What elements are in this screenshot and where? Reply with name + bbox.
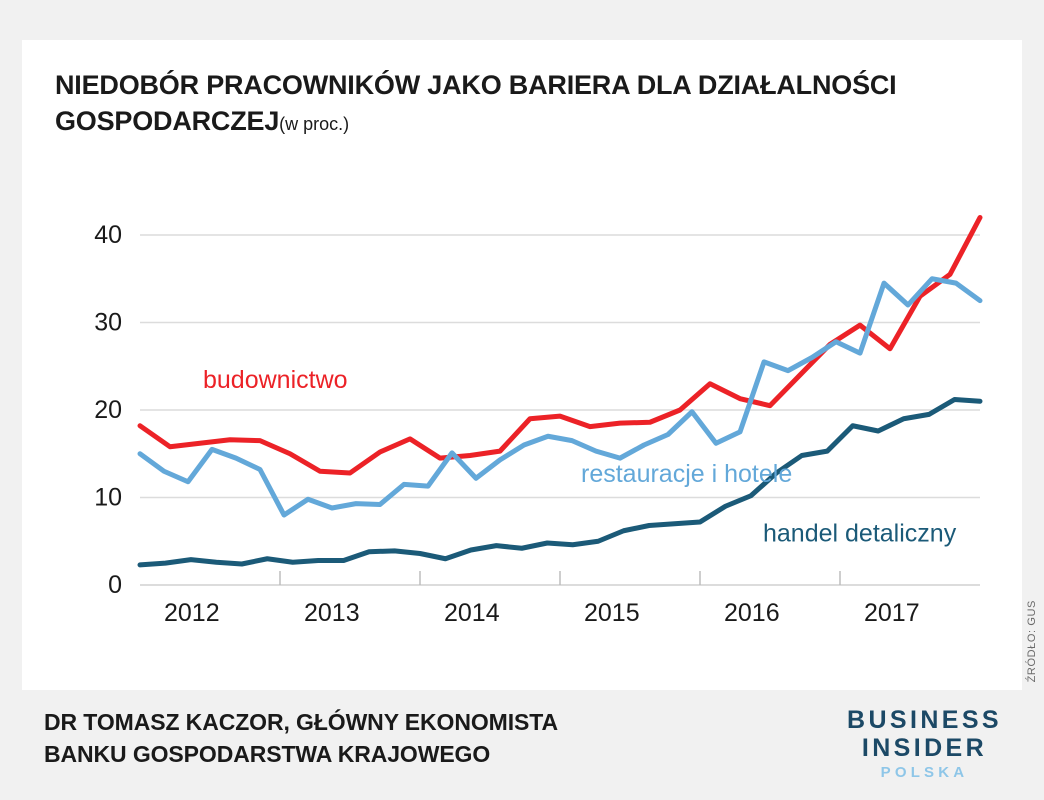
chart-title: NIEDOBÓR PRACOWNIKÓW JAKO BARIERA DLA DZ… <box>55 68 955 139</box>
series-line-budownictwo <box>137 215 983 476</box>
chart-card: NIEDOBÓR PRACOWNIKÓW JAKO BARIERA DLA DZ… <box>22 40 1022 690</box>
y-axis-tick-label-10: 10 <box>94 484 122 512</box>
y-axis-tick-label-40: 40 <box>94 221 122 249</box>
series-label-restauracje-i-hotele: restauracje i hotele <box>581 460 792 488</box>
x-axis-tick-label-2012: 2012 <box>164 599 220 627</box>
x-axis-tick-label-2014: 2014 <box>444 599 500 627</box>
x-axis-tick-label-2016: 2016 <box>724 599 780 627</box>
footer-line-1: DR TOMASZ KACZOR, GŁÓWNY EKONOMISTA <box>44 709 558 735</box>
logo-line-insider: INSIDER <box>861 734 988 762</box>
footer-line-2: BANKU GOSPODARSTWA KRAJOWEGO <box>44 740 491 767</box>
series-label-budownictwo: budownictwo <box>203 366 348 394</box>
x-axis-tick-label-2017: 2017 <box>864 599 920 627</box>
chart-title-unit: (w proc.) <box>279 113 350 134</box>
series-line-handel-detaliczny <box>137 397 983 568</box>
footer-attribution: DR TOMASZ KACZOR, GŁÓWNY EKONOMISTA BANK… <box>44 707 558 770</box>
series-label-handel-detaliczny: handel detaliczny <box>763 519 957 547</box>
y-axis-tick-label-20: 20 <box>94 396 122 424</box>
y-axis-tick-label-30: 30 <box>94 309 122 337</box>
line-chart-svg: 0 10 20 30 40 2012 2013 2014 2015 2016 2017 budowni… <box>94 215 983 627</box>
x-axis-tick-label-2015: 2015 <box>584 599 640 627</box>
logo-line-business: BUSINESS <box>846 706 1002 734</box>
x-axis-tick-label-2013: 2013 <box>304 599 360 627</box>
business-insider-logo: BUSINESS INSIDER POLSKA <box>847 706 1002 782</box>
series-line-restauracje-i-hotele <box>137 276 983 518</box>
source-note: ŹRÓDŁO: GUS <box>1026 600 1038 683</box>
logo-line-polska: POLSKA <box>880 764 969 781</box>
y-axis-tick-label-0: 0 <box>108 571 122 599</box>
plot-area: 0 10 20 30 40 2012 2013 2014 2015 2016 2017 budowni… <box>22 40 1022 690</box>
chart-title-main: NIEDOBÓR PRACOWNIKÓW JAKO BARIERA DLA DZ… <box>55 70 897 136</box>
